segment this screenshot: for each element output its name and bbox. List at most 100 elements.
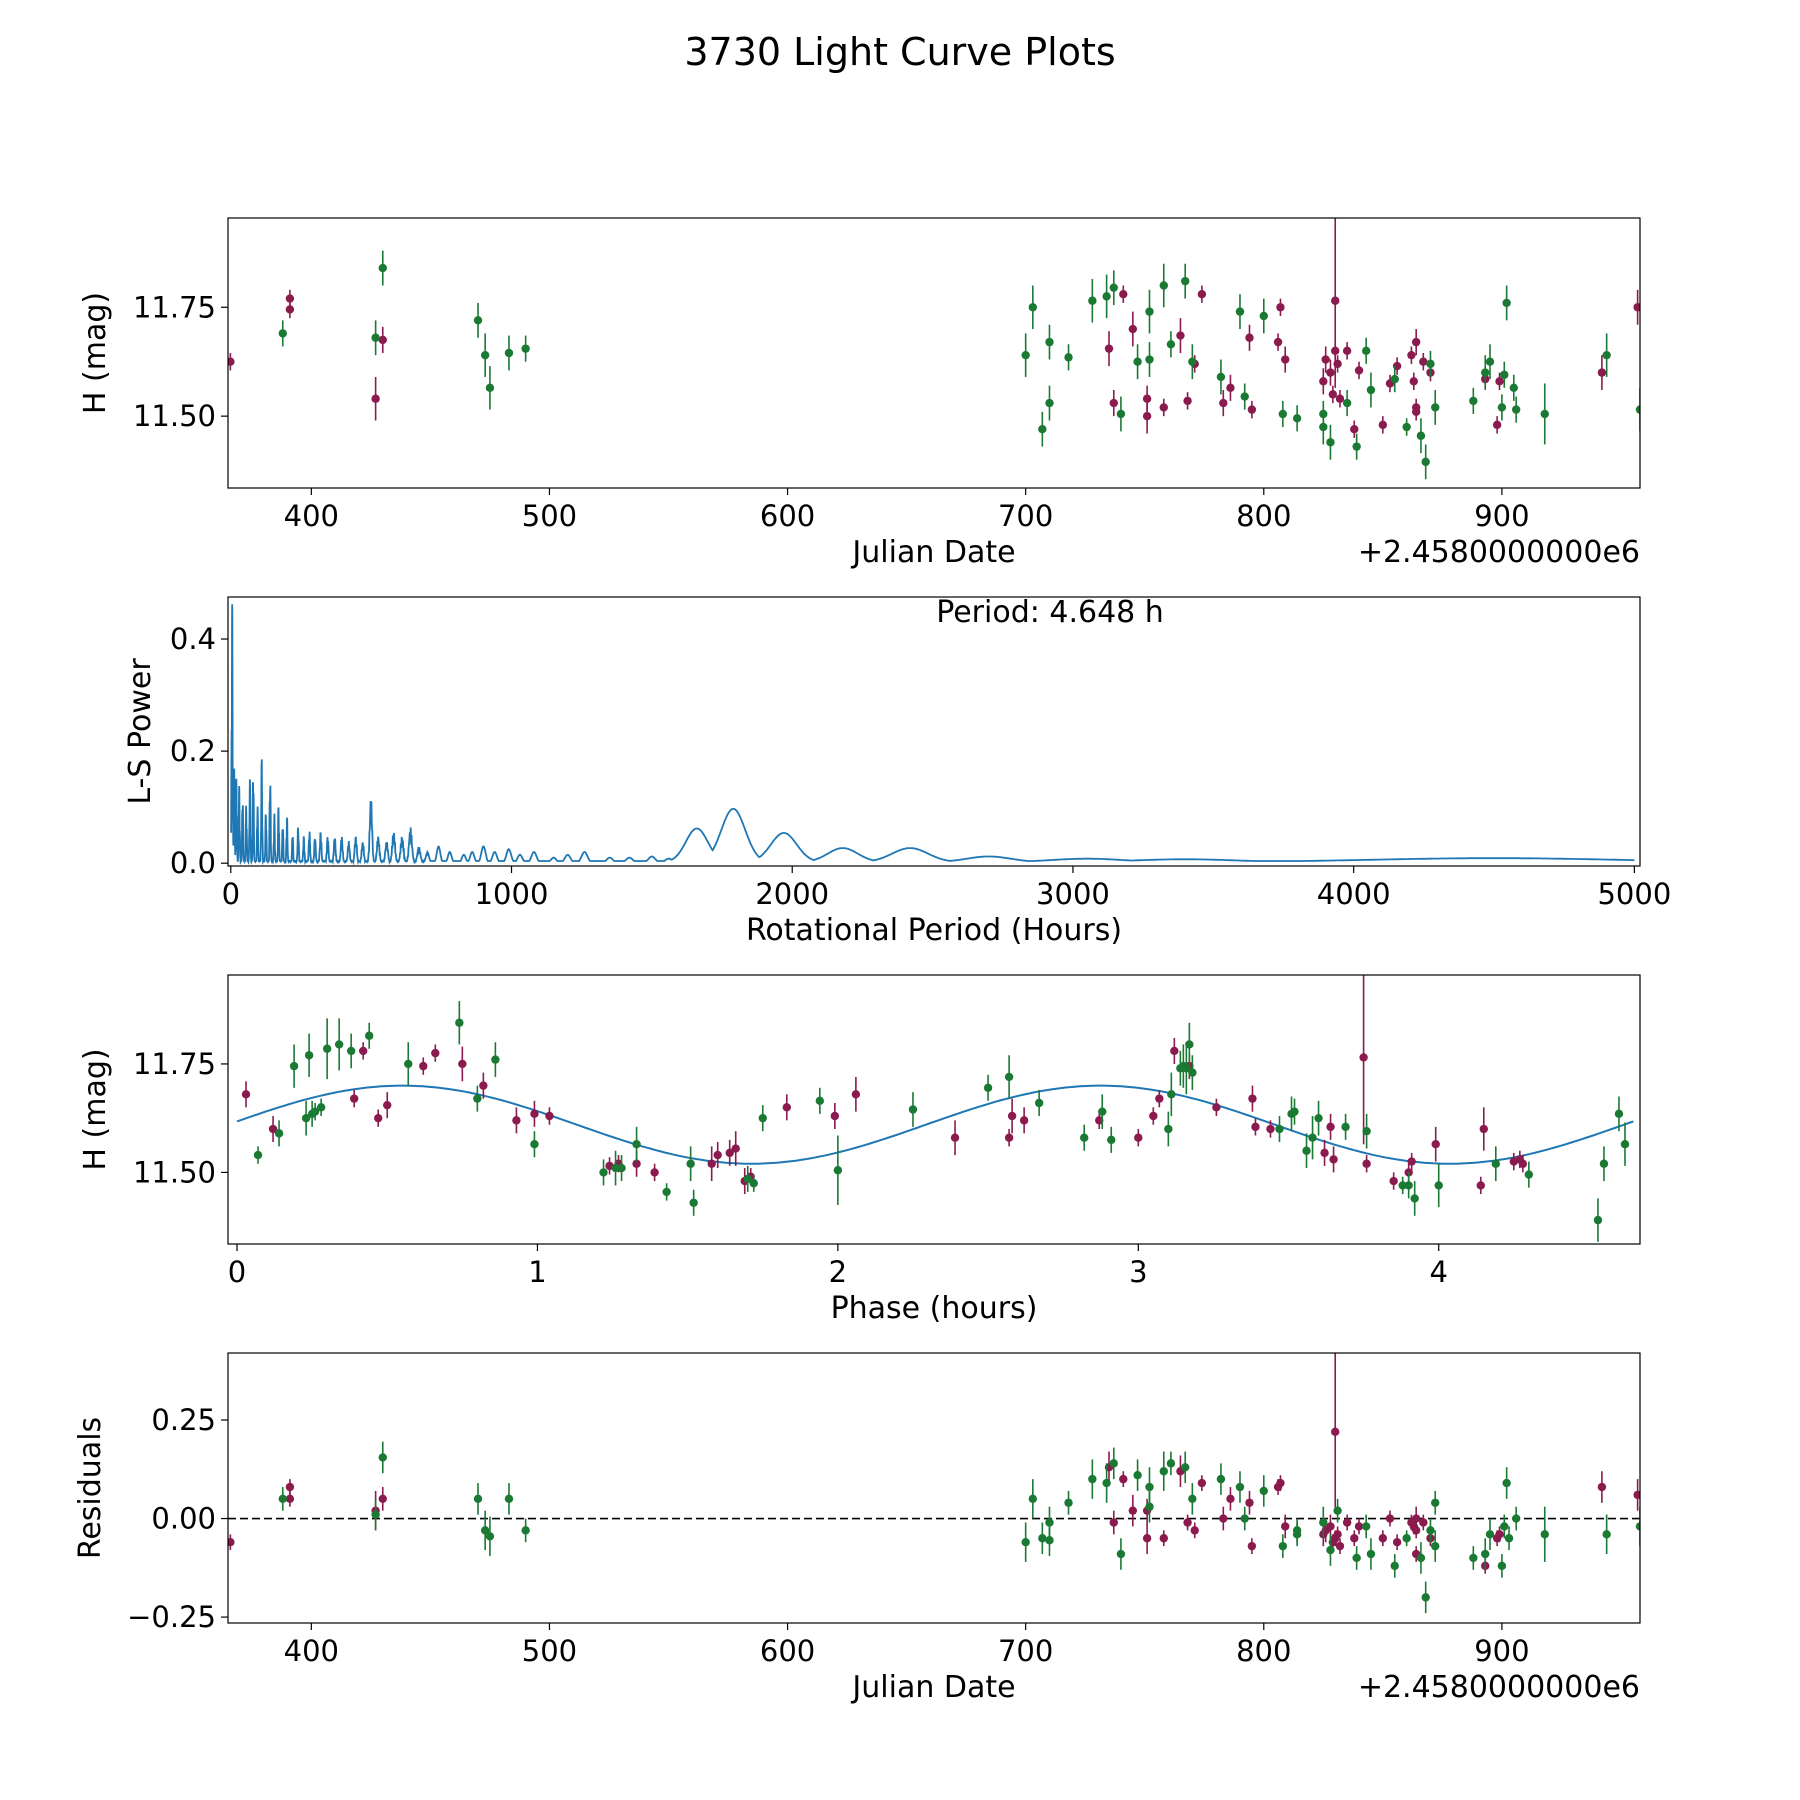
x-tick-label: 500 [522,499,577,533]
data-point [485,383,495,393]
data-point [1045,337,1054,347]
data-point [1166,340,1176,349]
data-point [1145,307,1154,316]
data-point [1278,409,1288,419]
data-point [1434,1181,1443,1190]
data-point [1416,1553,1426,1563]
data-point [1409,377,1418,386]
data-point [1431,403,1440,412]
data-point [1407,1157,1416,1166]
data-point [1319,422,1328,432]
data-point [1342,398,1352,408]
data-point [473,316,483,325]
x-tick-label: 2000 [755,877,829,911]
data-point [1188,1068,1197,1077]
x-axis-label: Julian Date [850,535,1015,570]
data-point [228,1537,235,1547]
data-point [1142,394,1152,403]
y-axis-label: L-S Power [123,658,158,805]
data-point [285,1482,295,1492]
data-point [1495,1530,1504,1539]
data-point [1128,324,1138,334]
data-point [1219,398,1228,408]
data-point [491,1055,500,1064]
data-point [1326,1522,1335,1531]
periodogram-line [230,604,1635,866]
data-point [1431,1498,1440,1507]
x-tick-label: 2 [829,1255,847,1289]
data-point [833,1166,843,1175]
data-point [1134,1133,1143,1142]
data-point [1359,1053,1368,1062]
data-point [1635,405,1640,414]
data-point [1390,374,1399,384]
data-point [632,1140,641,1149]
data-point [1390,1561,1399,1571]
data-point [1028,303,1038,312]
data-point [1524,1170,1534,1179]
data-point [1492,420,1502,430]
data-point [782,1103,791,1112]
data-point [378,335,387,345]
data-point [1292,414,1302,423]
data-point [1155,1094,1164,1103]
data-point [1350,425,1359,434]
x-tick-label: 1000 [475,877,549,911]
data-point [1240,392,1249,401]
data-point [431,1048,440,1058]
data-point [1366,385,1376,395]
data-point [1335,394,1345,403]
data-point [1098,1107,1107,1116]
data-point [1038,1534,1047,1543]
data-point [1411,1526,1421,1535]
data-point [1021,1537,1030,1547]
data-point [1362,1159,1371,1168]
x-tick-label: 400 [284,499,339,533]
data-point [1226,383,1235,393]
data-point [1107,1135,1116,1145]
data-point [1497,1561,1507,1571]
data-point [689,1198,698,1207]
lightcurve-panel: 400 500 600 700 800 900 11.50 11.75 Julian Date H… [78,217,1641,570]
data-point [1142,1534,1152,1543]
data-point [346,1046,356,1056]
y-tick-label: 11.75 [133,290,216,324]
data-point [1378,1534,1388,1543]
data-point [365,1031,374,1040]
data-point [1183,396,1192,406]
y-tick-label: 11.50 [133,399,216,433]
data-point [1593,1215,1603,1225]
data-point [419,1061,428,1071]
data-point [632,1159,641,1168]
data-point [1402,422,1411,432]
data-point [851,1090,861,1099]
data-point [378,1453,387,1462]
data-point [480,1526,490,1535]
data-point [504,348,514,358]
data-point [1028,1494,1038,1504]
data-point [1331,296,1340,305]
data-point [1416,431,1426,440]
data-point [1426,1526,1435,1535]
data-point [1276,1478,1285,1488]
x-axis-label: Julian Date [850,1670,1015,1705]
data-point [479,1081,488,1090]
data-point [228,357,235,366]
data-point [1491,1159,1500,1168]
data-point [1431,1541,1440,1551]
data-point [1635,1522,1640,1531]
data-point [1276,303,1285,312]
data-point [530,1109,539,1119]
x-axis-label: Phase (hours) [831,1291,1038,1326]
data-point [1620,1140,1630,1149]
data-point [1502,298,1511,308]
data-point [1398,1181,1407,1190]
x-tick-label: 900 [1474,499,1529,533]
data-point [383,1100,392,1110]
x-tick-label: 900 [1474,1634,1529,1668]
data-point [358,1046,368,1056]
data-point [1540,409,1549,419]
data-point [504,1494,514,1504]
data-point [1350,1534,1359,1543]
